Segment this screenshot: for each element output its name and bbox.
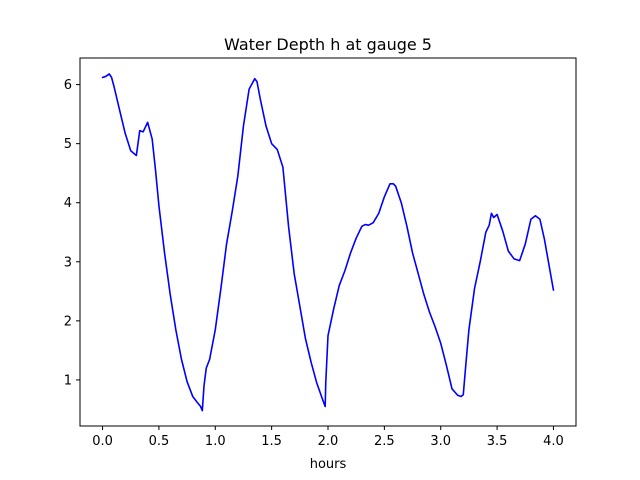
x-tick-label: 0.5 [149, 434, 170, 449]
y-tick-label: 6 [64, 78, 72, 93]
chart-title: Water Depth h at gauge 5 [224, 35, 432, 54]
plot-area [101, 73, 555, 412]
x-tick-label: 4.0 [543, 434, 564, 449]
y-tick-label: 1 [64, 373, 72, 388]
series-line-water-depth [101, 73, 555, 412]
x-tick-label: 1.0 [205, 434, 226, 449]
x-tick-label: 2.0 [318, 434, 339, 449]
x-tick-label: 0.0 [92, 434, 113, 449]
y-tick-label: 3 [64, 255, 72, 270]
x-axis-ticks: 0.0 0.5 1.0 1.5 2.0 2.5 3.0 3.5 4.0 [92, 426, 564, 449]
x-tick-label: 3.0 [430, 434, 451, 449]
x-axis-label: hours [310, 457, 347, 472]
x-tick-label: 3.5 [487, 434, 508, 449]
x-tick-label: 2.5 [374, 434, 395, 449]
x-tick-label: 1.5 [261, 434, 282, 449]
y-tick-label: 4 [64, 196, 72, 211]
y-tick-label: 2 [64, 314, 72, 329]
y-tick-label: 5 [64, 137, 72, 152]
y-axis-ticks: 1 2 3 4 5 6 [64, 78, 80, 388]
